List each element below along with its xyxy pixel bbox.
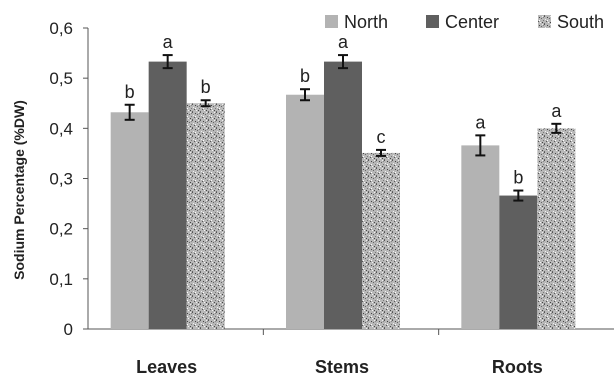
bars: b b a a a b b c a bbox=[110, 32, 576, 330]
axes: 0 0,1 0,2 0,3 0,4 0,5 0,6 Leaves Stems Roots bbox=[49, 19, 614, 377]
y-tick-label: 0,1 bbox=[49, 270, 73, 289]
legend-swatch-south bbox=[538, 15, 551, 28]
y-tick-label: 0,3 bbox=[49, 170, 73, 189]
significance-letter: a bbox=[475, 112, 486, 132]
bar-south bbox=[362, 152, 400, 329]
y-tick-label: 0,6 bbox=[49, 19, 73, 38]
bar-center bbox=[148, 61, 187, 330]
significance-letter: c bbox=[377, 127, 386, 147]
x-tick-label: Roots bbox=[492, 357, 543, 376]
legend: North Center South bbox=[325, 12, 604, 32]
bar-center bbox=[499, 195, 538, 329]
legend-swatch-north bbox=[325, 15, 338, 28]
y-tick-label: 0,5 bbox=[49, 69, 73, 88]
bar-south bbox=[537, 128, 576, 329]
legend-swatch-center bbox=[426, 15, 439, 28]
x-tick-label: Leaves bbox=[136, 357, 197, 376]
legend-label-center: Center bbox=[445, 12, 499, 32]
y-axis-title: Sodium Percentage (%DW) bbox=[11, 100, 27, 280]
x-tick-label: Stems bbox=[315, 357, 369, 376]
bar-center bbox=[324, 61, 362, 330]
bar-north bbox=[110, 112, 149, 329]
bar-north bbox=[286, 94, 324, 329]
significance-letter: b bbox=[201, 77, 211, 97]
significance-letter: b bbox=[513, 168, 523, 188]
legend-label-north: North bbox=[344, 12, 388, 32]
y-tick-label: 0,2 bbox=[49, 220, 73, 239]
y-axis-title-group: Sodium Percentage (%DW) bbox=[11, 100, 27, 280]
significance-letter: b bbox=[300, 66, 310, 86]
significance-letter: a bbox=[163, 32, 174, 52]
legend-label-south: South bbox=[557, 12, 604, 32]
significance-letter: b bbox=[125, 82, 135, 102]
bar-south bbox=[186, 103, 225, 329]
bar-north bbox=[461, 145, 500, 329]
significance-letter: a bbox=[338, 32, 349, 52]
y-tick-label: 0 bbox=[64, 320, 73, 339]
significance-letter: a bbox=[551, 101, 562, 121]
y-tick-label: 0,4 bbox=[49, 119, 73, 138]
